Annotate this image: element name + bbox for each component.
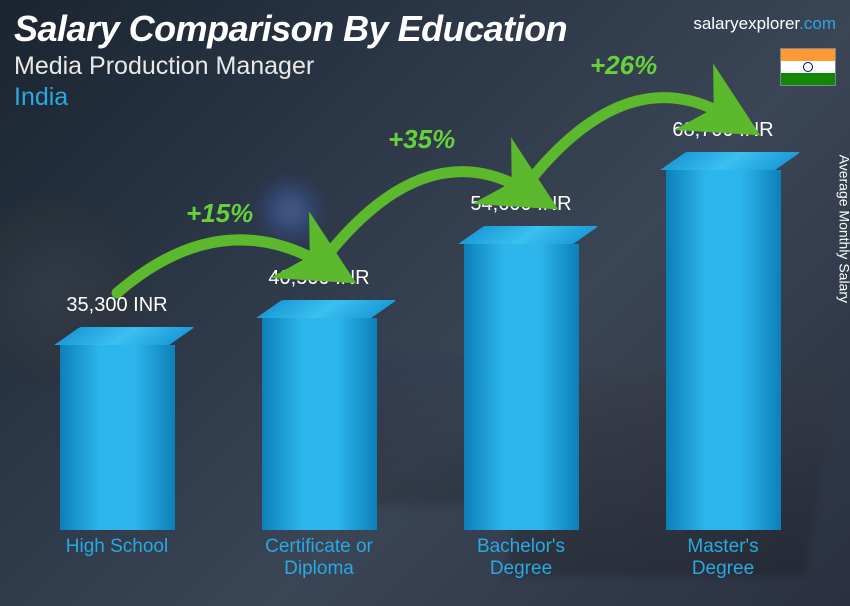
- brand-logo: salaryexplorer.com: [693, 14, 836, 34]
- bar-shape: [60, 327, 175, 530]
- bar-shape: [464, 226, 579, 530]
- bar-shape: [262, 300, 377, 530]
- country-flag-icon: [780, 48, 836, 86]
- bar-shape: [666, 152, 781, 530]
- bar-category-label: Bachelor'sDegree: [477, 536, 565, 582]
- bar-3: 68,700 INR Master'sDegree: [638, 119, 808, 582]
- bar-2: 54,600 INR Bachelor'sDegree: [436, 193, 606, 582]
- bar-value-label: 68,700 INR: [672, 119, 773, 142]
- bar-value-label: 40,500 INR: [268, 267, 369, 290]
- bar-value-label: 54,600 INR: [470, 193, 571, 216]
- page-subtitle: Media Production Manager: [14, 52, 836, 81]
- brand-name: salaryexplorer: [693, 14, 799, 33]
- brand-tld: .com: [799, 14, 836, 33]
- increment-label: +26%: [590, 50, 657, 81]
- bar-chart: 35,300 INR High School 40,500 INR Certif…: [30, 140, 810, 582]
- bar-category-label: High School: [66, 536, 168, 582]
- bar-category-label: Certificate orDiploma: [265, 536, 373, 582]
- bar-0: 35,300 INR High School: [32, 294, 202, 582]
- bar-value-label: 35,300 INR: [66, 294, 167, 317]
- increment-label: +15%: [186, 198, 253, 229]
- y-axis-label: Average Monthly Salary: [836, 155, 850, 303]
- country-label: India: [14, 83, 836, 112]
- bar-category-label: Master'sDegree: [687, 536, 758, 582]
- bar-1: 40,500 INR Certificate orDiploma: [234, 267, 404, 582]
- increment-label: +35%: [388, 124, 455, 155]
